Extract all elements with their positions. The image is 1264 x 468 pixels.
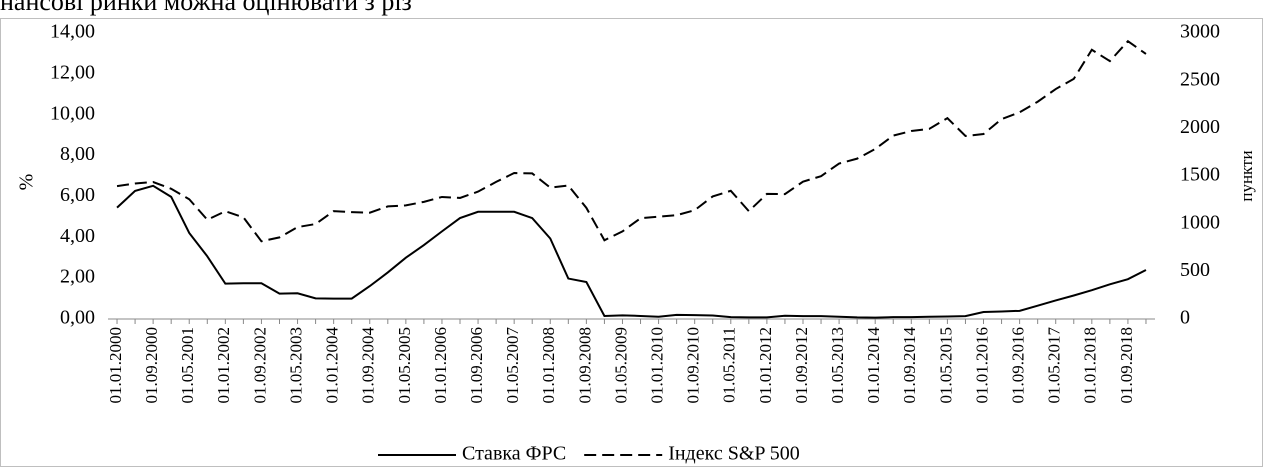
x-tick-label: 01.01.2014 (864, 327, 883, 404)
x-tick-label: 01.01.2004 (323, 327, 342, 404)
x-tick-label: 01.09.2010 (684, 327, 703, 404)
caption: нансові ринки можна оцінювати з різ (0, 0, 412, 16)
x-tick-label: 01.05.2013 (828, 327, 847, 404)
y-tick-label: 12,00 (50, 61, 95, 83)
legend-label: Індекс S&P 500 (668, 443, 800, 465)
x-tick-label: 01.05.2009 (611, 327, 630, 404)
y2-tick-label: 2000 (1180, 116, 1220, 138)
y-axis-label: % (16, 174, 38, 191)
legend-label: Ставка ФРС (462, 443, 566, 465)
x-tick-label: 01.09.2014 (900, 327, 919, 404)
x-tick-label: 01.05.2011 (720, 327, 739, 403)
x-tick-label: 01.01.2006 (431, 327, 450, 404)
x-tick-label: 01.05.2003 (286, 327, 305, 404)
y-tick-label: 8,00 (60, 143, 95, 165)
y2-tick-label: 0 (1180, 307, 1190, 329)
x-tick-label: 01.09.2000 (142, 327, 161, 404)
y2-tick-label: 3000 (1180, 21, 1220, 43)
y2-axis-label: пункти (1237, 150, 1256, 201)
y2-tick-label: 500 (1180, 259, 1210, 281)
x-tick-label: 01.09.2012 (792, 327, 811, 404)
x-tick-label: 01.01.2002 (214, 327, 233, 404)
x-tick-label: 01.05.2007 (503, 327, 522, 404)
x-tick-label: 01.01.2016 (972, 327, 991, 404)
y2-tick-label: 1000 (1180, 211, 1220, 233)
x-tick-label: 01.09.2016 (1009, 327, 1028, 404)
x-tick-label: 01.05.2005 (395, 327, 414, 404)
x-tick-label: 01.09.2002 (250, 327, 269, 404)
x-tick-label: 01.01.2008 (539, 327, 558, 404)
y2-tick-label: 1500 (1180, 164, 1220, 186)
series-line (116, 39, 1147, 243)
x-tick-label: 01.05.2017 (1045, 327, 1064, 404)
x-tick-label: 01.09.2018 (1117, 327, 1136, 404)
x-tick-label: 01.01.2000 (106, 327, 125, 404)
x-tick-label: 01.05.2015 (936, 327, 955, 404)
y-tick-label: 10,00 (50, 102, 95, 124)
x-tick-label: 01.09.2006 (467, 327, 486, 404)
y2-tick-label: 2500 (1180, 68, 1220, 90)
y-tick-label: 2,00 (60, 266, 95, 288)
y-tick-label: 0,00 (60, 307, 95, 329)
x-tick-label: 01.09.2004 (359, 327, 378, 404)
series-line (116, 184, 1147, 319)
x-tick-label: 01.01.2018 (1081, 327, 1100, 404)
x-tick-label: 01.05.2001 (178, 327, 197, 404)
y-tick-label: 6,00 (60, 184, 95, 206)
x-tick-label: 01.01.2012 (756, 327, 775, 404)
x-tick-label: 01.01.2010 (647, 327, 666, 404)
y-tick-label: 4,00 (60, 225, 95, 247)
y-tick-label: 14,00 (50, 21, 95, 43)
chart-frame (0, 18, 1263, 467)
x-tick-label: 01.09.2008 (575, 327, 594, 404)
